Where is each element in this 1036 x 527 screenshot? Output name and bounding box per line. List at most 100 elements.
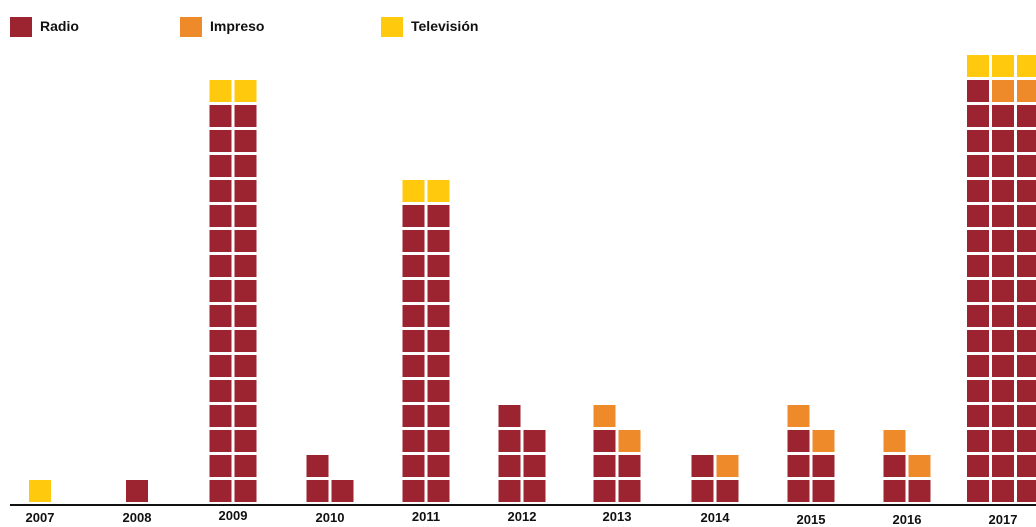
block-2009-radio — [234, 355, 257, 377]
block-2017-radio — [967, 455, 989, 477]
bar-2012 — [498, 405, 546, 502]
block-2016-impreso — [883, 430, 906, 452]
bar-2016 — [883, 430, 931, 502]
block-2011-televisión — [402, 180, 425, 202]
block-2009-radio — [234, 480, 257, 502]
block-2009-radio — [234, 430, 257, 452]
block-2017-radio — [1017, 155, 1036, 177]
block-2011-radio — [427, 480, 450, 502]
block-2017-radio — [1017, 105, 1036, 127]
block-2012-radio — [498, 405, 521, 427]
block-2013-impreso — [593, 405, 616, 427]
block-2017-radio — [1017, 480, 1036, 502]
block-2017-impreso — [992, 80, 1014, 102]
block-2012-radio — [498, 430, 521, 452]
block-2009-radio — [209, 430, 232, 452]
block-2009-radio — [209, 480, 232, 502]
block-2017-radio — [992, 130, 1014, 152]
block-2011-televisión — [427, 180, 450, 202]
block-2010-radio — [306, 480, 329, 502]
block-2014-radio — [691, 480, 714, 502]
block-2009-radio — [234, 455, 257, 477]
block-2017-radio — [1017, 380, 1036, 402]
block-2007-televisión — [29, 480, 51, 502]
block-2009-radio — [209, 280, 232, 302]
block-2017-radio — [967, 105, 989, 127]
tick-label-2008: 2008 — [123, 510, 152, 525]
block-2011-radio — [402, 480, 425, 502]
block-2017-radio — [1017, 280, 1036, 302]
block-2017-radio — [967, 230, 989, 252]
block-2017-radio — [992, 105, 1014, 127]
block-2011-radio — [427, 405, 450, 427]
tick-label-2011: 2011 — [412, 509, 440, 524]
block-2017-radio — [992, 180, 1014, 202]
block-2017-radio — [992, 305, 1014, 327]
block-2015-radio — [812, 455, 835, 477]
block-2017-radio — [992, 155, 1014, 177]
block-2009-radio — [234, 305, 257, 327]
block-2017-radio — [992, 280, 1014, 302]
block-2017-radio — [1017, 430, 1036, 452]
block-2017-radio — [992, 330, 1014, 352]
tick-label-2014: 2014 — [701, 510, 731, 525]
block-2013-radio — [618, 455, 641, 477]
block-2017-impreso — [1017, 80, 1036, 102]
x-axis-tick-labels: 2007 2008 2009 2010 2011 2012 2013 2014 2015 2016… — [26, 508, 1018, 527]
block-2011-radio — [427, 455, 450, 477]
tick-label-2016: 2016 — [893, 512, 922, 527]
legend-label-radio: Radio — [40, 18, 79, 34]
block-2017-radio — [992, 430, 1014, 452]
legend-label-televisión: Televisión — [411, 18, 478, 34]
block-2009-radio — [234, 180, 257, 202]
block-2011-radio — [427, 380, 450, 402]
block-2016-radio — [883, 455, 906, 477]
block-2017-radio — [967, 355, 989, 377]
block-2017-radio — [1017, 355, 1036, 377]
block-2011-radio — [427, 230, 450, 252]
block-2017-radio — [967, 155, 989, 177]
block-2011-radio — [402, 380, 425, 402]
block-2009-radio — [209, 405, 232, 427]
block-2017-radio — [967, 305, 989, 327]
block-2009-radio — [234, 205, 257, 227]
block-2012-radio — [523, 430, 546, 452]
block-2009-radio — [209, 105, 232, 127]
legend-swatch-radio — [10, 17, 32, 37]
block-2017-radio — [1017, 130, 1036, 152]
block-2017-radio — [967, 205, 989, 227]
block-2009-radio — [234, 330, 257, 352]
block-2017-radio — [1017, 330, 1036, 352]
block-2011-radio — [402, 330, 425, 352]
block-2017-radio — [967, 480, 989, 502]
bar-2009 — [209, 80, 257, 502]
block-2009-radio — [209, 455, 232, 477]
block-2009-radio — [209, 330, 232, 352]
legend-swatch-televisión — [381, 17, 403, 37]
block-2014-impreso — [716, 455, 739, 477]
block-2017-televisión — [967, 55, 989, 77]
block-2009-radio — [209, 355, 232, 377]
tick-label-2012: 2012 — [508, 509, 537, 524]
block-2011-radio — [402, 205, 425, 227]
block-2011-radio — [402, 305, 425, 327]
block-2017-radio — [1017, 455, 1036, 477]
bar-2014 — [691, 455, 739, 502]
block-2009-radio — [234, 105, 257, 127]
block-2009-radio — [209, 230, 232, 252]
block-2013-radio — [593, 480, 616, 502]
block-2010-radio — [306, 455, 329, 477]
block-2016-radio — [908, 480, 931, 502]
bar-2010 — [306, 455, 354, 502]
block-2017-radio — [992, 455, 1014, 477]
block-2017-radio — [967, 430, 989, 452]
block-2015-radio — [787, 430, 810, 452]
block-2017-radio — [967, 255, 989, 277]
block-2013-impreso — [618, 430, 641, 452]
block-2009-radio — [209, 130, 232, 152]
block-2011-radio — [427, 330, 450, 352]
block-2014-radio — [716, 480, 739, 502]
block-2009-radio — [209, 380, 232, 402]
block-2015-impreso — [787, 405, 810, 427]
block-2009-radio — [234, 130, 257, 152]
